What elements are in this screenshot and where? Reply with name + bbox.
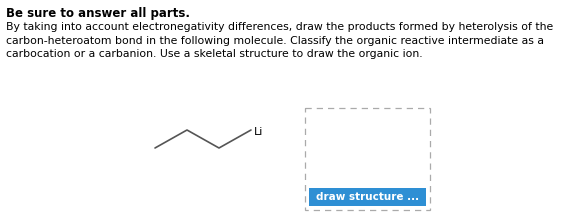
- Text: draw structure ...: draw structure ...: [316, 192, 419, 202]
- Text: Be sure to answer all parts.: Be sure to answer all parts.: [6, 7, 190, 20]
- Bar: [309, 188, 426, 206]
- Text: By taking into account electronegativity differences, draw the products formed b: By taking into account electronegativity…: [6, 22, 553, 59]
- Bar: [305, 108, 430, 210]
- Text: Li: Li: [254, 127, 263, 137]
